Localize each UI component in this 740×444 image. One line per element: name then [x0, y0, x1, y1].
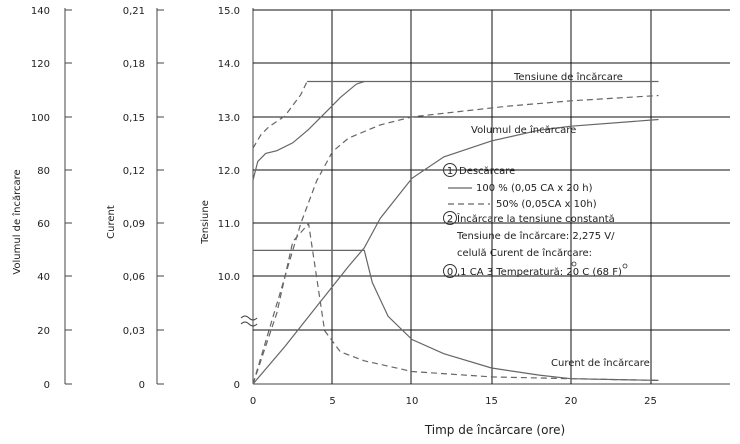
voltage-tick-label: 11.0: [218, 219, 240, 230]
capacity-tick-label: 20: [37, 326, 50, 337]
series-line-current-dashed: [252, 222, 659, 385]
legend-2-title: Încărcare la tensiune constantă: [456, 212, 615, 225]
legend-3-circle-icon: [443, 264, 457, 278]
current-tick-label: 0,03: [123, 326, 145, 337]
current-tick-label: 0,18: [123, 59, 145, 70]
degree-icon: [571, 261, 577, 267]
voltage-tick-label: 0: [234, 380, 240, 391]
voltage-tick-label: 14.0: [218, 59, 240, 70]
current-tick-label: 0: [139, 380, 145, 391]
conditions-legend: 1 Descărcare 100 % (0,05 CA x 20 h) 50% …: [443, 163, 628, 278]
x-axis-title: Timp de încărcare (ore): [424, 423, 565, 437]
legend-1-circle-icon: [443, 163, 457, 177]
series-line-voltage-dashed: [252, 81, 308, 149]
capacity-tick-label: 80: [37, 166, 50, 177]
voltage-tick-label: 15.0: [218, 6, 240, 17]
current-tick-label: 0,15: [123, 113, 145, 124]
legend-2-line2: celulă Curent de încărcare:: [457, 247, 592, 259]
x-tick-label: 15: [485, 396, 498, 407]
legend-1-number: 1: [447, 166, 453, 177]
legend-2-circle-icon: [443, 211, 457, 225]
capacity-tick-label: 40: [37, 272, 50, 283]
voltage-tick-label: 10.0: [218, 272, 240, 283]
x-tick-label: 20: [565, 396, 578, 407]
charge-volume-label: Volumul de încărcare: [471, 124, 576, 136]
x-tick-label: 5: [329, 396, 335, 407]
plot-frame: [240, 8, 730, 385]
tick-labels: 0 5 10 15 20 251401201008060402000,210,180,15…: [31, 6, 657, 407]
axis-break-icon: [240, 315, 258, 327]
legend-2-line1: Tensiune de încărcare: 2,275 V/: [456, 230, 615, 242]
legend-dashed-text: 50% (0,05CA x 10h): [496, 199, 597, 210]
capacity-tick-label: 0: [44, 380, 50, 391]
current-tick-label: 0,21: [123, 6, 145, 17]
series-line-current-solid: [253, 249, 659, 381]
x-tick-label: 25: [644, 396, 657, 407]
legend-2-number: 2: [447, 214, 453, 225]
current-axis-title: Curent: [106, 205, 117, 239]
current-tick-label: 0,12: [123, 166, 145, 177]
capacity-axis-title: Volumul de încărcare: [11, 169, 23, 274]
capacity-tick-label: 120: [31, 59, 50, 70]
voltage-tick-label: 12.0: [218, 166, 240, 177]
legend-1-title: Descărcare: [459, 166, 515, 177]
capacity-tick-label: 140: [31, 6, 50, 17]
capacity-tick-label: 60: [37, 219, 50, 230]
x-tick-label: 0: [250, 396, 256, 407]
series-line-voltage-solid: [252, 80, 365, 181]
degree-icon: [622, 263, 628, 269]
charge-current-label: Curent de încărcare: [551, 357, 650, 369]
series-line-capacity-solid: [252, 118, 659, 385]
legend-solid-text: 100 % (0,05 CA x 20 h): [476, 183, 593, 194]
charge-voltage-label: Tensiune de încărcare: [513, 71, 623, 83]
current-tick-label: 0,06: [123, 272, 145, 283]
voltage-tick-label: 13.0: [218, 113, 240, 124]
series: [252, 80, 659, 385]
legend-3-line: ,1 CA 3 Temperatură: 20 C (68 F): [457, 267, 622, 278]
left-axes: [64, 8, 158, 384]
voltage-axis-title: Tensiune: [200, 200, 211, 245]
legend-3-number: 0: [447, 267, 453, 278]
current-tick-label: 0,09: [123, 219, 145, 230]
capacity-tick-label: 100: [31, 113, 50, 124]
x-tick-label: 10: [406, 396, 419, 407]
